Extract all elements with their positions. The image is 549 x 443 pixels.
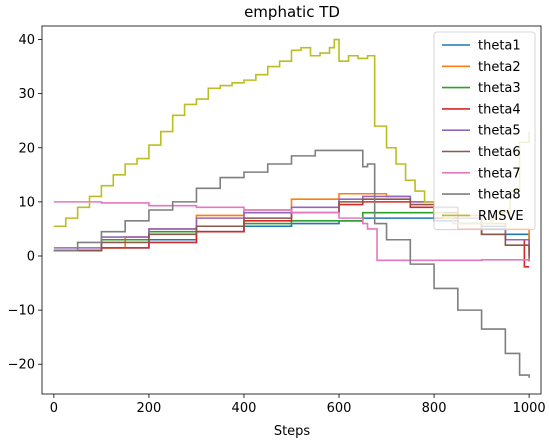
- legend-label-theta7: theta7: [478, 166, 521, 181]
- legend: theta1 theta2 theta3 theta4 theta5 theta6 thet…: [433, 31, 536, 231]
- legend-box: [433, 31, 536, 231]
- chart-title: emphatic TD: [244, 3, 340, 21]
- legend-label-theta5: theta5: [478, 124, 521, 139]
- series-line-theta8: [53, 149, 530, 378]
- x-tick-label: 400: [232, 401, 257, 416]
- x-axis-label: Steps: [274, 424, 311, 439]
- x-tick-label: 0: [50, 401, 58, 416]
- y-tick-label: 40: [18, 33, 35, 48]
- x-tick-label: 1000: [513, 401, 546, 416]
- legend-label-theta8: theta8: [478, 188, 521, 203]
- y-tick-label: 30: [18, 87, 35, 102]
- legend-label-theta2: theta2: [478, 60, 521, 75]
- y-tick-label: 20: [18, 141, 35, 156]
- legend-label-theta6: theta6: [478, 145, 521, 160]
- y-tick-label: −20: [8, 358, 35, 373]
- legend-label-rmsve: RMSVE: [478, 209, 524, 224]
- y-tick-label: 0: [27, 250, 35, 265]
- y-tick-label: −10: [8, 304, 35, 319]
- x-tick-label: 200: [137, 401, 162, 416]
- series-line-theta7: [53, 201, 530, 262]
- x-tick-label: 800: [422, 401, 447, 416]
- y-axis: −20 −10 0 10 20 30 40: [8, 33, 42, 373]
- legend-label-theta3: theta3: [478, 81, 521, 96]
- legend-label-theta1: theta1: [478, 39, 521, 54]
- x-tick-label: 600: [327, 401, 352, 416]
- x-axis: 0 200 400 600 800 1000: [50, 394, 546, 416]
- plot-frame: [41, 25, 542, 395]
- y-tick-label: 10: [18, 195, 35, 210]
- legend-label-theta4: theta4: [478, 102, 521, 117]
